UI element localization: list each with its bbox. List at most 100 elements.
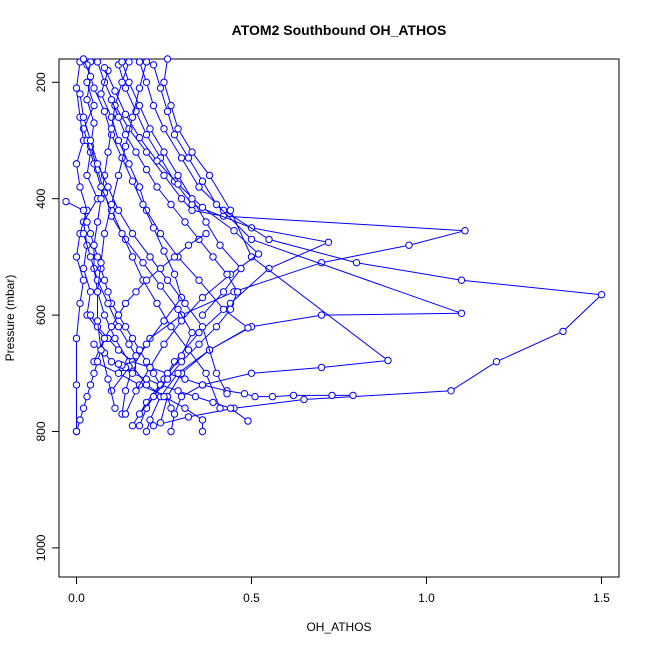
data-point [153, 299, 161, 308]
data-point [118, 229, 126, 238]
data-point [174, 305, 182, 313]
data-point [142, 148, 151, 156]
data-point [597, 291, 606, 299]
data-point [317, 311, 326, 319]
data-point [184, 413, 193, 421]
data-point [121, 299, 130, 308]
data-point [170, 131, 179, 139]
data-point [216, 404, 224, 412]
data-point [90, 101, 98, 110]
data-point [104, 299, 112, 308]
data-point [177, 392, 186, 401]
data-point [121, 387, 130, 395]
x-tick-label: 0.0 [68, 591, 85, 605]
data-point [104, 288, 112, 296]
data-point [83, 78, 91, 87]
data-point [198, 203, 207, 212]
data-point [100, 64, 109, 72]
data-point [405, 241, 413, 249]
data-point [174, 171, 182, 180]
data-point [132, 387, 140, 395]
data-point [132, 148, 140, 156]
data-point [100, 229, 109, 238]
data-point [90, 241, 98, 249]
data-point [198, 311, 207, 319]
data-point [97, 259, 105, 267]
data-point [149, 369, 158, 377]
data-point [209, 398, 217, 407]
data-point [97, 346, 105, 354]
data-point [177, 317, 186, 325]
data-point [177, 154, 186, 162]
series-line-16 [86, 140, 221, 409]
data-point [156, 282, 165, 290]
data-point [146, 363, 154, 372]
data-point [324, 238, 333, 247]
data-point [135, 422, 144, 430]
data-point [121, 84, 130, 92]
data-point [97, 183, 105, 191]
data-point [244, 417, 252, 425]
data-point [163, 276, 172, 284]
data-point [352, 259, 361, 267]
data-point [195, 183, 203, 191]
y-tick-label: 1000 [34, 534, 48, 561]
data-point [90, 369, 98, 377]
data-point [156, 229, 165, 238]
chart-title: ATOM2 Southbound OH_ATHOS [232, 22, 447, 38]
data-point [167, 427, 175, 436]
data-point [184, 154, 193, 162]
data-point [79, 206, 88, 215]
data-point [142, 58, 151, 66]
data-point [559, 327, 567, 336]
data-point [72, 253, 81, 261]
data-point [104, 183, 112, 191]
data-point [265, 235, 273, 244]
data-point [142, 78, 151, 87]
data-point [93, 288, 102, 296]
data-point [128, 229, 137, 238]
data-point [244, 324, 252, 332]
data-point [142, 375, 151, 383]
data-point [219, 206, 228, 215]
data-point [135, 58, 144, 66]
data-point [83, 218, 91, 226]
data-point [76, 90, 84, 98]
data-point [114, 206, 123, 215]
data-point [139, 200, 147, 209]
data-point [146, 253, 154, 261]
data-point [461, 227, 469, 235]
data-point [121, 131, 130, 139]
data-point [447, 387, 455, 395]
data-point [167, 200, 175, 209]
data-point [139, 259, 147, 267]
y-tick-label: 800 [34, 421, 48, 441]
data-point [328, 391, 336, 400]
data-point [202, 218, 210, 226]
data-point [188, 328, 196, 337]
data-point [114, 323, 123, 331]
data-point [72, 381, 81, 389]
data-point [160, 247, 168, 255]
data-point [86, 72, 95, 81]
data-point [128, 422, 137, 430]
data-point [240, 390, 249, 398]
x-axis: 0.0 0.5 1.0 1.5 [68, 577, 610, 605]
data-point [170, 410, 179, 418]
data-point [142, 427, 151, 436]
data-point [198, 381, 207, 389]
y-axis: 200 400 600 800 1000 [34, 72, 59, 561]
data-point [247, 369, 256, 377]
data-point [146, 125, 154, 133]
data-point [107, 96, 116, 104]
data-point [188, 195, 196, 203]
data-point [76, 183, 84, 191]
data-point [107, 125, 116, 133]
data-point [160, 392, 168, 401]
data-point [212, 369, 221, 377]
data-point [93, 253, 102, 261]
x-tick-label: 1.5 [593, 591, 610, 605]
data-point [163, 375, 172, 383]
data-point [135, 101, 144, 110]
